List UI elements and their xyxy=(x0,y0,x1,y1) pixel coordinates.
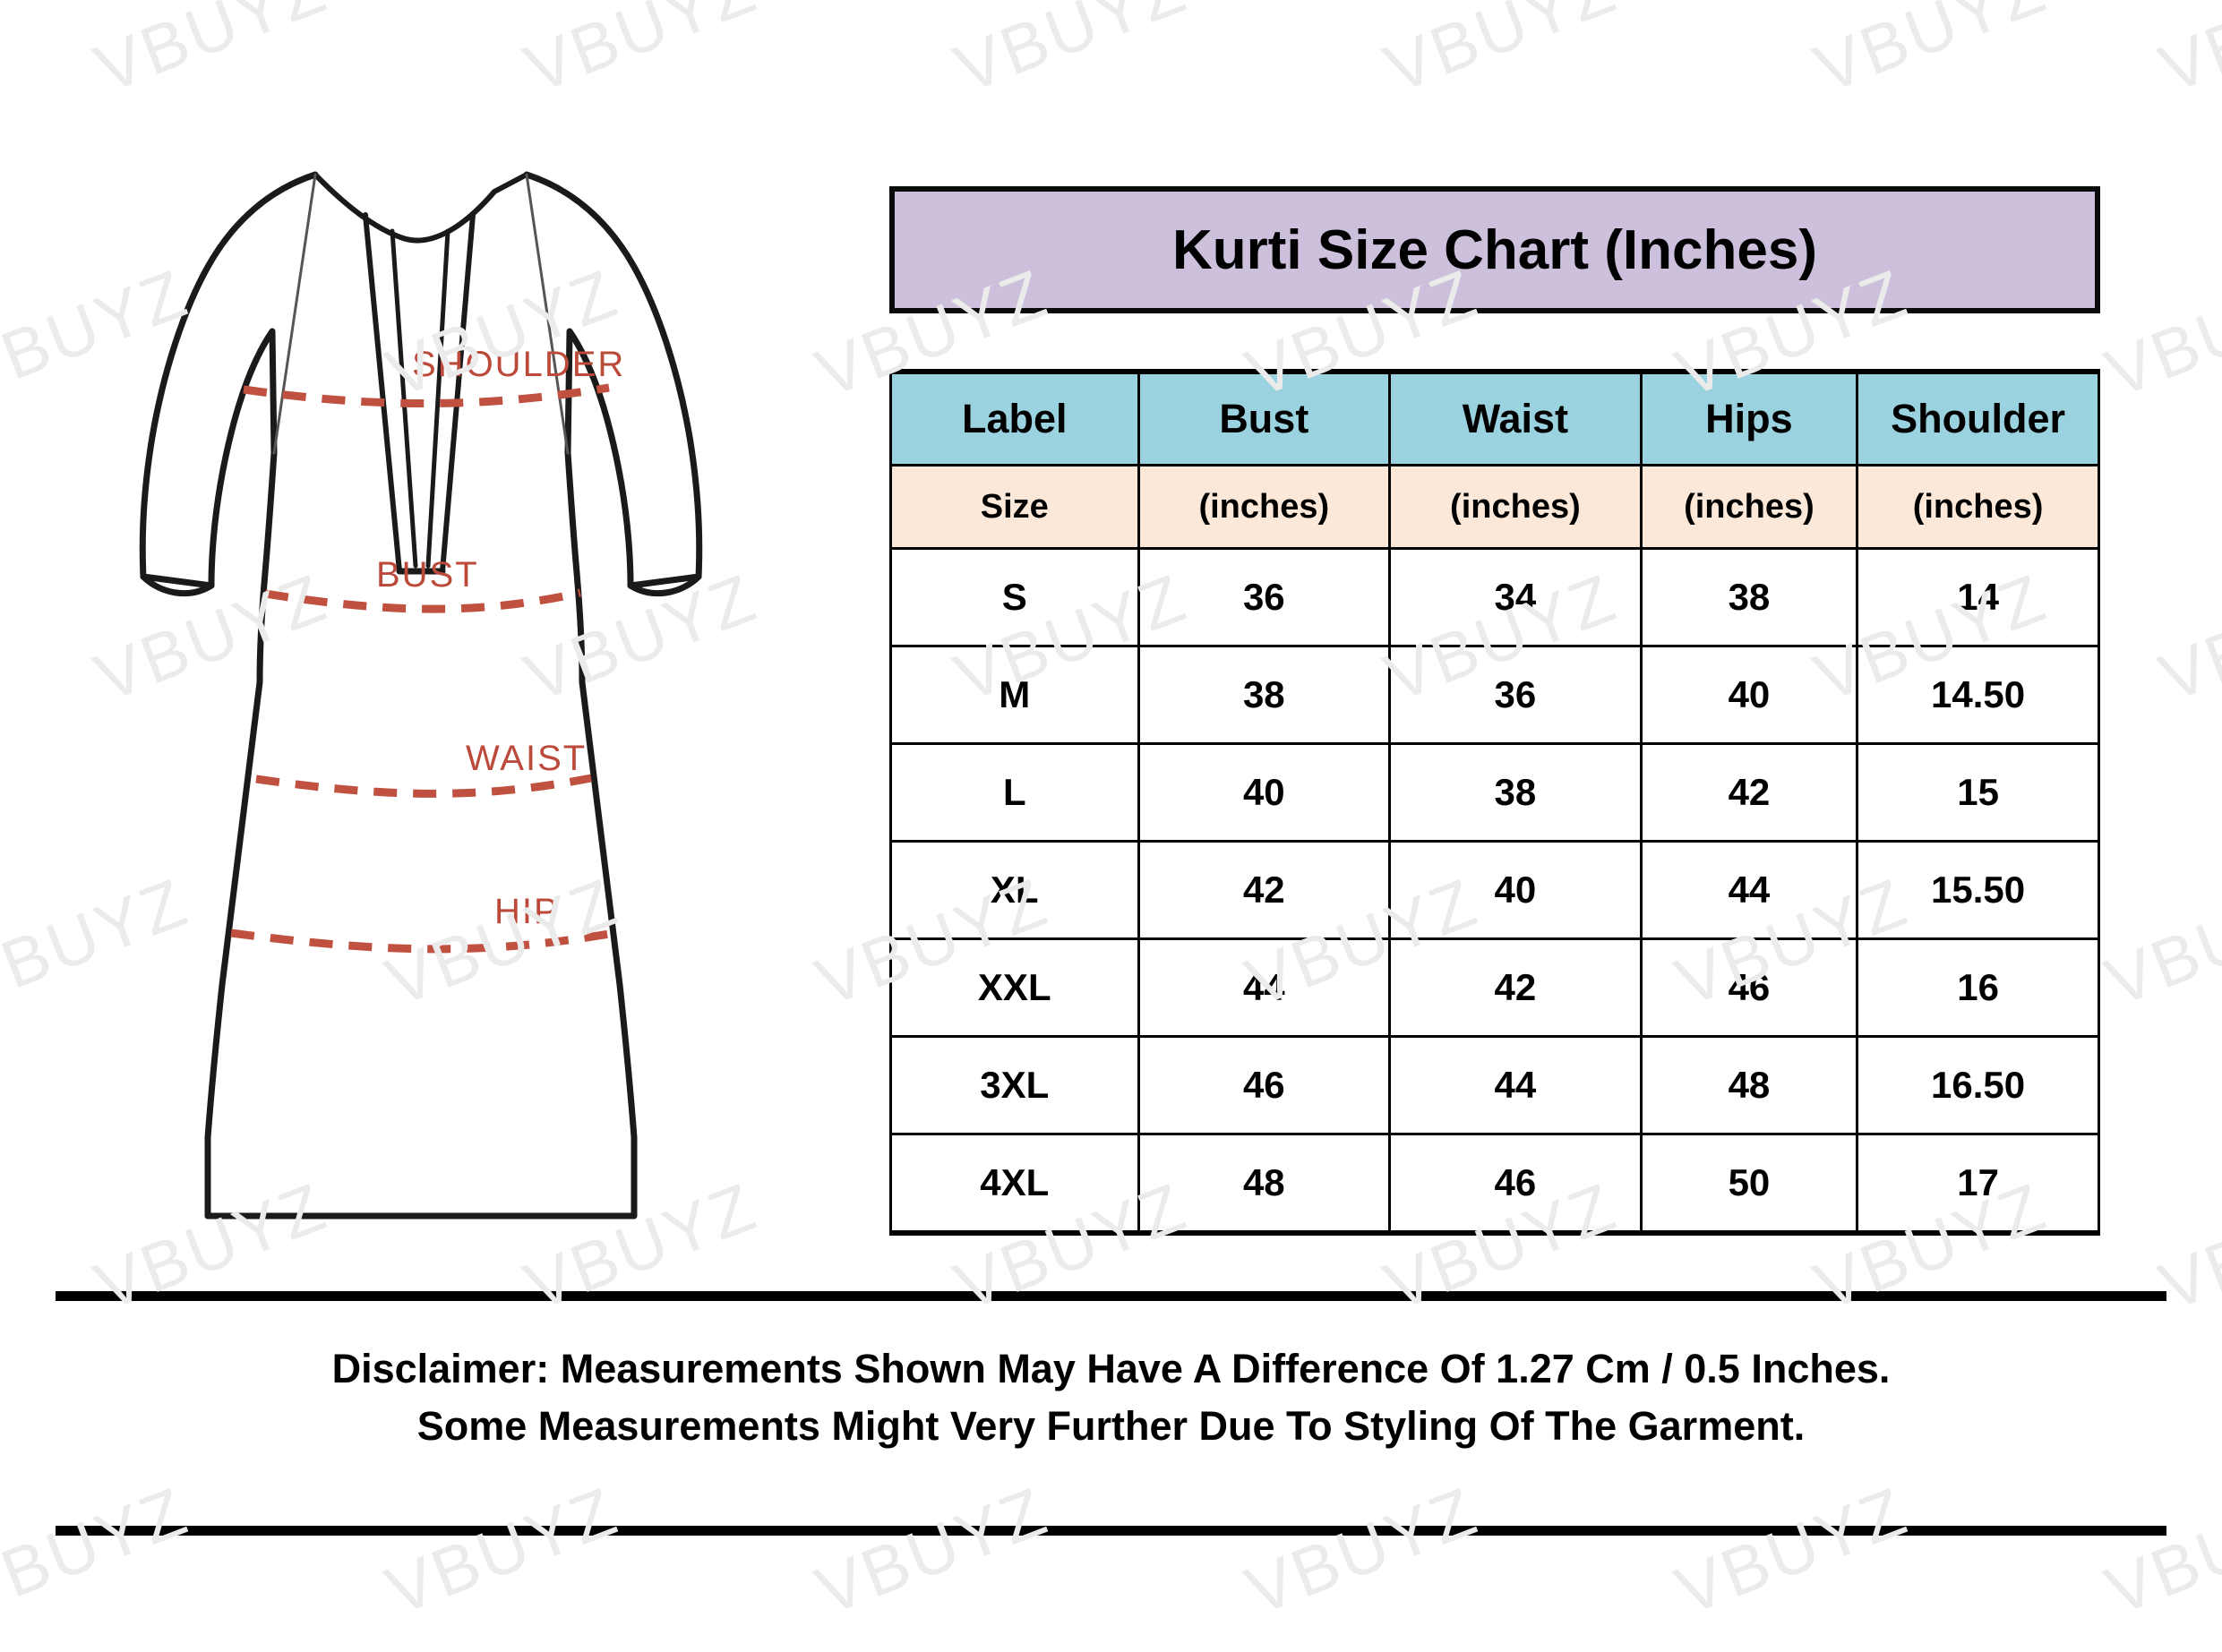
hip-measure-line xyxy=(230,928,621,954)
size-chart-table: Label Bust Waist Hips Shoulder Size (inc… xyxy=(889,369,2100,1236)
table-row: S 36 34 38 14 xyxy=(889,547,2100,647)
bust-label: BUST xyxy=(376,555,479,595)
watermark-text: VBUYZ xyxy=(2149,559,2222,717)
table-head: Label Bust Waist Hips Shoulder Size (inc… xyxy=(889,369,2100,550)
table-row: M 38 36 40 14.50 xyxy=(889,645,2100,745)
watermark-text: VBUYZ xyxy=(806,1472,1059,1631)
cell-size: 3XL xyxy=(889,1035,1140,1135)
disclaimer-line-1: Disclaimer: Measurements Shown May Have … xyxy=(331,1346,1891,1391)
header-hips: Hips xyxy=(1639,369,1859,466)
disclaimer-block: Disclaimer: Measurements Shown May Have … xyxy=(0,1340,2222,1455)
table-row: XL 42 40 44 15.50 xyxy=(889,840,2100,940)
cell-bust: 48 xyxy=(1137,1133,1392,1236)
cell-waist: 42 xyxy=(1388,937,1643,1038)
header-waist: Waist xyxy=(1388,369,1643,466)
cell-size: XL xyxy=(889,840,1140,940)
table-row: XXL 44 42 46 16 xyxy=(889,937,2100,1038)
cell-waist: 46 xyxy=(1388,1133,1643,1236)
cell-hips: 42 xyxy=(1639,742,1859,843)
cell-waist: 44 xyxy=(1388,1035,1643,1135)
unit-hips: (inches) xyxy=(1639,464,1859,550)
cell-shoulder: 17 xyxy=(1856,1133,2100,1236)
cell-waist: 40 xyxy=(1388,840,1643,940)
chart-title-box: Kurti Size Chart (Inches) xyxy=(889,186,2100,313)
page-title: Kurti Size Chart (Inches) xyxy=(1172,218,1817,281)
table-body: S 36 34 38 14 M 38 36 40 14.50 L 40 38 xyxy=(889,547,2100,1236)
bust-measure-line xyxy=(264,588,581,613)
cell-hips: 46 xyxy=(1639,937,1859,1038)
cell-hips: 40 xyxy=(1639,645,1859,745)
waist-measure-line xyxy=(255,774,592,798)
table-row: L 40 38 42 15 xyxy=(889,742,2100,843)
watermark-text: VBUYZ xyxy=(0,1472,199,1631)
watermark-text: VBUYZ xyxy=(2149,1168,2222,1326)
table-row: 3XL 46 44 48 16.50 xyxy=(889,1035,2100,1135)
unit-bust: (inches) xyxy=(1137,464,1392,550)
chart-panel: Kurti Size Chart (Inches) Label Bust Wai… xyxy=(889,186,2100,1236)
cell-size: XXL xyxy=(889,937,1140,1038)
cell-size: S xyxy=(889,547,1140,647)
shoulder-label: SHOULDER xyxy=(412,345,626,384)
kurti-illustration: SHOULDER BUST WAIST HIP xyxy=(107,152,734,1271)
cell-bust: 46 xyxy=(1137,1035,1392,1135)
table-unit-row: Size (inches) (inches) (inches) (inches) xyxy=(889,464,2100,550)
cell-bust: 36 xyxy=(1137,547,1392,647)
watermark-text: VBUYZ xyxy=(1236,1472,1488,1631)
watermark-text: VBUYZ xyxy=(1375,0,1627,108)
cell-waist: 36 xyxy=(1388,645,1643,745)
divider-bottom xyxy=(56,1526,2166,1536)
cell-hips: 48 xyxy=(1639,1035,1859,1135)
cell-shoulder: 15.50 xyxy=(1856,840,2100,940)
cell-bust: 38 xyxy=(1137,645,1392,745)
watermark-text: VBUYZ xyxy=(1666,1472,1918,1631)
header-label: Label xyxy=(889,369,1140,466)
watermark-text: VBUYZ xyxy=(2096,254,2222,413)
disclaimer-line-2: Some Measurements Might Very Further Due… xyxy=(416,1402,1806,1449)
cell-size: L xyxy=(889,742,1140,843)
header-bust: Bust xyxy=(1137,369,1392,466)
shoulder-measure-line xyxy=(243,383,610,407)
cell-hips: 38 xyxy=(1639,547,1859,647)
cell-waist: 34 xyxy=(1388,547,1643,647)
watermark-text: VBUYZ xyxy=(2149,0,2222,108)
unit-label: Size xyxy=(889,464,1140,550)
table-header-row: Label Bust Waist Hips Shoulder xyxy=(889,369,2100,466)
cell-shoulder: 16.50 xyxy=(1856,1035,2100,1135)
cell-shoulder: 16 xyxy=(1856,937,2100,1038)
watermark-text: VBUYZ xyxy=(1805,0,2057,108)
watermark-text: VBUYZ xyxy=(2096,1472,2222,1631)
cell-hips: 44 xyxy=(1639,840,1859,940)
watermark-text: VBUYZ xyxy=(945,0,1197,108)
cell-shoulder: 15 xyxy=(1856,742,2100,843)
cell-shoulder: 14 xyxy=(1856,547,2100,647)
divider-top xyxy=(56,1291,2166,1301)
cell-bust: 44 xyxy=(1137,937,1392,1038)
unit-shoulder: (inches) xyxy=(1856,464,2100,550)
cell-size: M xyxy=(889,645,1140,745)
cell-bust: 42 xyxy=(1137,840,1392,940)
watermark-text: VBUYZ xyxy=(2096,863,2222,1022)
waist-label: WAIST xyxy=(466,739,588,778)
watermark-text: VBUYZ xyxy=(376,1472,629,1631)
watermark-text: VBUYZ xyxy=(85,0,338,108)
cell-waist: 38 xyxy=(1388,742,1643,843)
unit-waist: (inches) xyxy=(1388,464,1643,550)
cell-shoulder: 14.50 xyxy=(1856,645,2100,745)
cell-bust: 40 xyxy=(1137,742,1392,843)
hip-label: HIP xyxy=(494,892,560,931)
watermark-text: VBUYZ xyxy=(515,0,768,108)
table-row: 4XL 48 46 50 17 xyxy=(889,1133,2100,1236)
header-shoulder: Shoulder xyxy=(1856,369,2100,466)
cell-size: 4XL xyxy=(889,1133,1140,1236)
cell-hips: 50 xyxy=(1639,1133,1859,1236)
